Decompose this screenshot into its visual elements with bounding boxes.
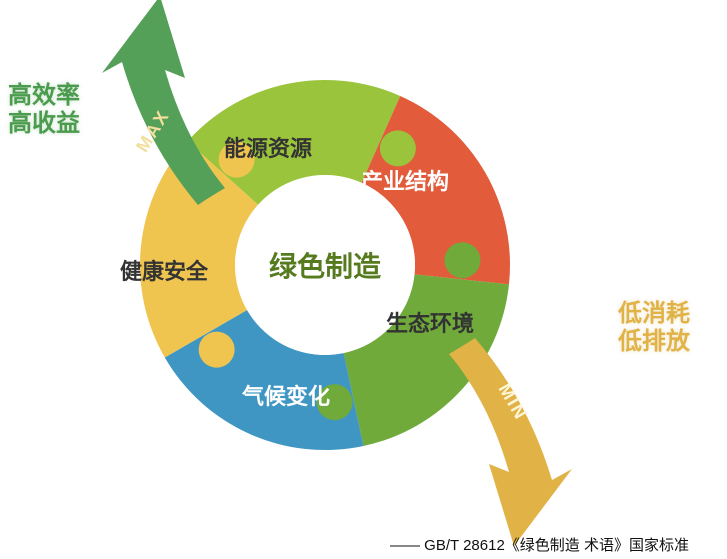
citation-prefix: —— [390, 537, 424, 554]
bottom-right-line2: 低排放 [618, 328, 690, 356]
segment-label: 生态环境 [375, 306, 485, 338]
bottom-right-label: 低消耗 低排放 [618, 300, 690, 355]
segment-label: 能源资源 [213, 131, 323, 163]
top-left-line1: 高效率 [8, 82, 80, 110]
bottom-right-line1: 低消耗 [618, 300, 690, 328]
top-left-line2: 高收益 [8, 110, 80, 138]
citation: —— GB/T 28612《绿色制造 术语》国家标准 [390, 534, 689, 555]
top-left-label: 高效率 高收益 [8, 82, 80, 137]
segment-label: 气候变化 [231, 379, 341, 411]
citation-text: GB/T 28612《绿色制造 术语》国家标准 [424, 537, 689, 554]
center-label: 绿色制造 [255, 245, 395, 285]
segment-label: 产业结构 [350, 164, 460, 196]
segment-label: 健康安全 [109, 254, 219, 286]
